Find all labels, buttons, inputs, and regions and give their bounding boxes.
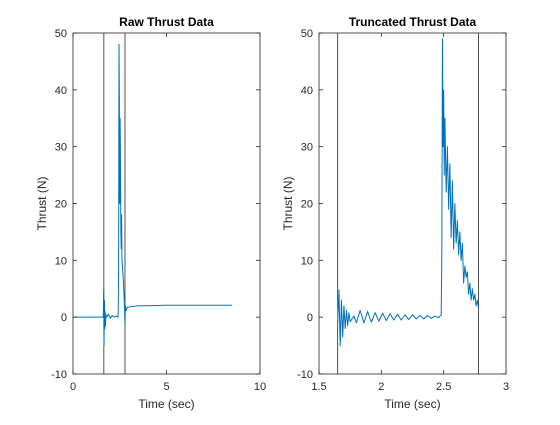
chart-title: Raw Thrust Data	[119, 15, 214, 29]
y-tick-label: 10	[301, 255, 313, 267]
y-tick-label: 40	[301, 85, 313, 97]
x-axis-label: Time (sec)	[138, 397, 194, 411]
x-tick-label: 2	[378, 381, 384, 393]
y-tick-label: 20	[55, 199, 67, 211]
plot-area	[73, 33, 260, 374]
x-tick-label: 5	[163, 381, 169, 393]
chart-title: Truncated Thrust Data	[349, 15, 477, 29]
y-axis-label: Thrust (N)	[35, 176, 49, 230]
thrust-series-line	[73, 43, 232, 347]
x-tick-label: 0	[70, 381, 76, 393]
x-tick-group: 0 5 10	[70, 33, 266, 393]
y-tick-label: 30	[301, 142, 313, 154]
x-axis-label: Time (sec)	[384, 397, 440, 411]
x-tick-label: 1.5	[311, 381, 326, 393]
x-tick-label: 3	[503, 381, 509, 393]
y-tick-group: -10 0 10 20 30 40 50	[297, 28, 506, 381]
y-tick-label: 0	[307, 312, 313, 324]
truncated-thrust-subplot: 1.5 2 2.5 3 -10 0 10 20 30 40 50 Truncated Thrust…	[281, 15, 509, 411]
y-tick-label: 50	[55, 28, 67, 40]
y-tick-label: -10	[51, 369, 67, 381]
x-tick-label: 2.5	[436, 381, 451, 393]
y-tick-label: -10	[297, 369, 313, 381]
y-tick-label: 40	[55, 85, 67, 97]
y-axis-label: Thrust (N)	[281, 176, 295, 230]
y-tick-label: 10	[55, 255, 67, 267]
x-tick-group: 1.5 2 2.5 3	[311, 33, 509, 393]
x-tick-label: 10	[254, 381, 266, 393]
thrust-series-line	[337, 38, 480, 347]
y-tick-label: 30	[55, 142, 67, 154]
y-tick-label: 20	[301, 199, 313, 211]
plot-area	[319, 33, 506, 374]
series-group	[337, 38, 480, 347]
y-tick-label: 0	[61, 312, 67, 324]
y-tick-group: -10 0 10 20 30 40 50	[51, 28, 260, 381]
series-group	[73, 43, 232, 347]
y-tick-label: 50	[301, 28, 313, 40]
